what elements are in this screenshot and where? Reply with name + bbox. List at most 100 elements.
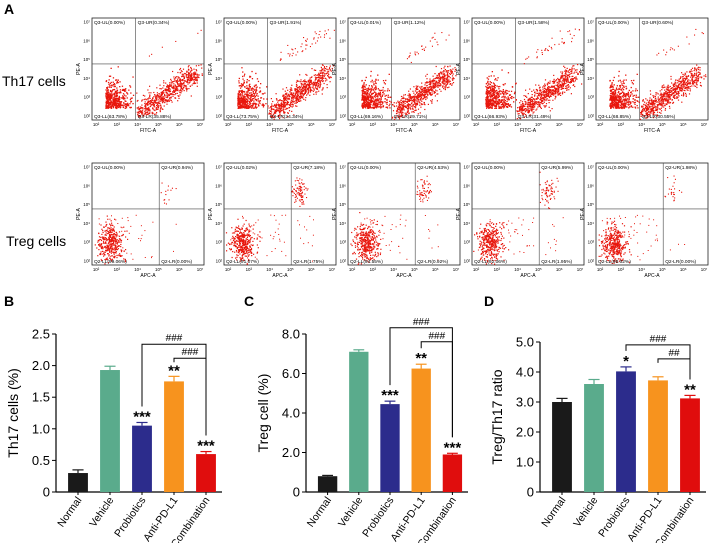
x-tick: 10⁵ xyxy=(411,122,418,127)
plot-frame xyxy=(347,17,461,121)
bar-probiotics xyxy=(132,425,152,492)
flow-y-axis-label: PE-A xyxy=(332,208,338,220)
y-tick: 10² xyxy=(340,114,347,119)
x-tick: 10⁶ xyxy=(556,267,563,272)
quadrant-label-lr: Q3-LR(35.88%) xyxy=(138,114,172,120)
y-tick: 10³ xyxy=(588,95,595,100)
y-tick-label: 2.5 xyxy=(32,327,50,342)
bracket-label: ### xyxy=(413,317,430,328)
y-tick: 10² xyxy=(340,259,347,264)
flow-plot-th17-3: Q3-UL(0.01%) Q3-UR(1.12%) Q3-LL(69.16%) Q3-… xyxy=(332,17,461,134)
quadrant-label-ul: Q2-UL(0.02%) xyxy=(226,165,257,171)
y-tick-label: 8.0 xyxy=(282,327,300,342)
y-tick-label: 0 xyxy=(527,485,534,500)
flow-plot-th17-5: Q3-UL(0.00%) Q3-UR(0.60%) Q3-LL(68.85%) Q3-… xyxy=(580,17,709,134)
significance-stars: * xyxy=(623,353,629,370)
x-tick: 10⁷ xyxy=(329,267,336,272)
quadrant-label-ul: Q3-UL(0.00%) xyxy=(474,20,505,26)
significance-bracket xyxy=(173,357,207,436)
y-tick: 10⁴ xyxy=(83,76,90,81)
quadrant-label-ul: Q2-UL(0.00%) xyxy=(598,165,629,171)
y-tick: 10⁶ xyxy=(215,38,222,43)
x-tick: 10⁷ xyxy=(701,267,708,272)
y-tick: 10⁵ xyxy=(463,57,470,62)
bar-vehicle xyxy=(100,370,120,492)
quadrant-label-ul: Q2-UL(0.00%) xyxy=(350,165,381,171)
flow-plot-treg-2: Q2-UL(0.02%) Q2-UR(7.18%) Q2-LL(91.07%) Q2-… xyxy=(208,162,337,279)
x-tick: 10⁷ xyxy=(577,122,584,127)
plot-frame xyxy=(223,162,337,266)
y-tick: 10⁴ xyxy=(215,76,222,81)
bar-anti-pd-l1 xyxy=(411,368,431,492)
x-tick-label: Normal xyxy=(305,495,334,530)
y-tick: 10⁷ xyxy=(216,20,223,25)
y-tick: 10⁷ xyxy=(216,165,223,170)
x-tick: 10⁴ xyxy=(266,267,273,272)
y-tick-label: 4.0 xyxy=(282,406,300,421)
y-tick: 10⁵ xyxy=(83,57,90,62)
x-tick: 10² xyxy=(597,267,604,272)
y-tick: 10⁴ xyxy=(463,221,470,226)
y-tick: 10³ xyxy=(588,240,595,245)
x-tick: 10² xyxy=(225,122,232,127)
y-axis-label: Th17 cells (%) xyxy=(5,368,21,457)
y-tick-label: 2.0 xyxy=(516,425,534,440)
x-tick: 10⁶ xyxy=(308,122,315,127)
significance-stars: ** xyxy=(168,362,180,379)
y-tick: 10⁶ xyxy=(587,183,594,188)
x-tick: 10² xyxy=(93,267,100,272)
quadrant-label-ur: Q3-UR(1.12%) xyxy=(394,20,426,26)
y-tick-label: 0 xyxy=(293,485,300,500)
y-tick: 10⁵ xyxy=(83,202,90,207)
y-tick: 10⁴ xyxy=(587,76,594,81)
quadrant-label-ur: Q3-UR(0.60%) xyxy=(642,20,674,26)
x-tick: 10³ xyxy=(494,122,501,127)
flow-y-axis-label: PE-A xyxy=(580,63,586,75)
y-tick: 10⁴ xyxy=(339,221,346,226)
y-tick: 10³ xyxy=(340,240,347,245)
significance-stars: ** xyxy=(415,350,427,367)
x-tick: 10⁵ xyxy=(411,267,418,272)
x-tick: 10⁷ xyxy=(453,267,460,272)
y-tick-label: 0 xyxy=(43,485,50,500)
x-tick: 10² xyxy=(349,267,356,272)
significance-stars: *** xyxy=(444,439,462,456)
quadrant-label-ll: Q3-LL(69.16%) xyxy=(350,114,383,120)
y-tick: 10⁷ xyxy=(464,20,471,25)
x-tick: 10⁶ xyxy=(176,122,183,127)
x-tick: 10³ xyxy=(618,122,625,127)
flow-x-axis-label: FITC-A xyxy=(644,128,661,134)
flow-x-axis-label: FITC-A xyxy=(272,128,289,134)
y-tick: 10⁵ xyxy=(339,57,346,62)
bar-normal xyxy=(68,473,88,492)
x-tick: 10⁵ xyxy=(535,122,542,127)
plot-frame xyxy=(595,17,709,121)
quadrant-label-lr: Q2-LR(1.95%) xyxy=(541,259,572,265)
quadrant-label-ul: Q2-UL(0.00%) xyxy=(474,165,505,171)
x-tick-label: Vehicle xyxy=(336,495,365,530)
x-tick-label: Vehicle xyxy=(571,495,600,530)
plot-frame xyxy=(471,162,585,266)
y-axis-label: Treg/Th17 ratio xyxy=(489,369,505,464)
plot-frame xyxy=(223,17,337,121)
quadrant-label-ur: Q2-UR(4.53%) xyxy=(417,165,449,171)
event-dots xyxy=(361,32,457,120)
y-axis-label: Treg cell (%) xyxy=(255,374,271,453)
y-tick: 10² xyxy=(84,259,91,264)
x-tick: 10³ xyxy=(114,267,121,272)
quadrant-label-ll: Q3-LL(73.75%) xyxy=(226,114,259,120)
y-tick: 10⁷ xyxy=(84,165,91,170)
x-tick: 10³ xyxy=(494,267,501,272)
x-tick: 10⁵ xyxy=(155,267,162,272)
significance-bracket xyxy=(420,341,453,438)
flow-x-axis-label: APC-A xyxy=(140,273,156,279)
x-tick: 10² xyxy=(93,122,100,127)
flow-plot-treg-4: Q2-UL(0.00%) Q2-UR(5.99%) Q2-LL(92.06%) Q2-… xyxy=(456,162,585,279)
row-label-th17: Th17 cells xyxy=(2,73,66,89)
flow-y-axis-label: PE-A xyxy=(332,63,338,75)
flow-plot-treg-3: Q2-UL(0.00%) Q2-UR(4.53%) Q2-LL(94.55%) Q2-… xyxy=(332,162,461,279)
significance-stars: *** xyxy=(381,387,399,404)
y-tick-label: 3.0 xyxy=(516,395,534,410)
quadrant-label-ur: Q2-UR(0.94%) xyxy=(161,165,193,171)
y-tick-label: 2.0 xyxy=(32,358,50,373)
